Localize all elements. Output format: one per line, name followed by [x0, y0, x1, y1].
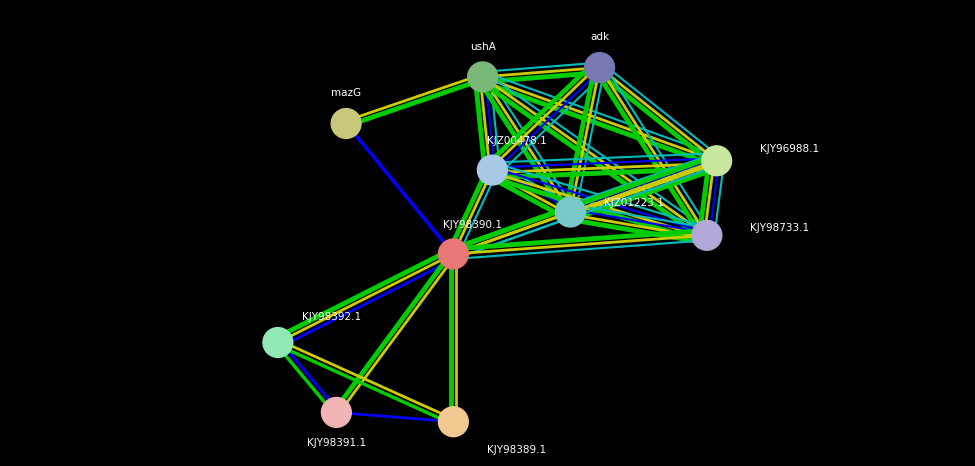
Text: KJY96988.1: KJY96988.1 [760, 144, 819, 154]
Text: KJZ00478.1: KJZ00478.1 [487, 136, 547, 146]
Text: KJY98390.1: KJY98390.1 [444, 219, 502, 230]
Ellipse shape [478, 155, 507, 185]
Text: ushA: ushA [470, 41, 495, 52]
Text: KJY98391.1: KJY98391.1 [307, 438, 366, 448]
Ellipse shape [332, 109, 361, 138]
Ellipse shape [439, 407, 468, 437]
Ellipse shape [468, 62, 497, 92]
Ellipse shape [702, 146, 731, 176]
Text: mazG: mazG [332, 88, 361, 98]
Ellipse shape [585, 53, 614, 82]
Text: KJY98392.1: KJY98392.1 [302, 312, 361, 322]
Text: KJZ01223.1: KJZ01223.1 [604, 198, 664, 208]
Ellipse shape [556, 197, 585, 227]
Ellipse shape [439, 239, 468, 269]
Ellipse shape [263, 328, 292, 357]
Ellipse shape [322, 397, 351, 427]
Text: adk: adk [590, 32, 609, 42]
Ellipse shape [692, 220, 722, 250]
Text: KJY98389.1: KJY98389.1 [488, 445, 546, 455]
Text: KJY98733.1: KJY98733.1 [751, 223, 809, 233]
